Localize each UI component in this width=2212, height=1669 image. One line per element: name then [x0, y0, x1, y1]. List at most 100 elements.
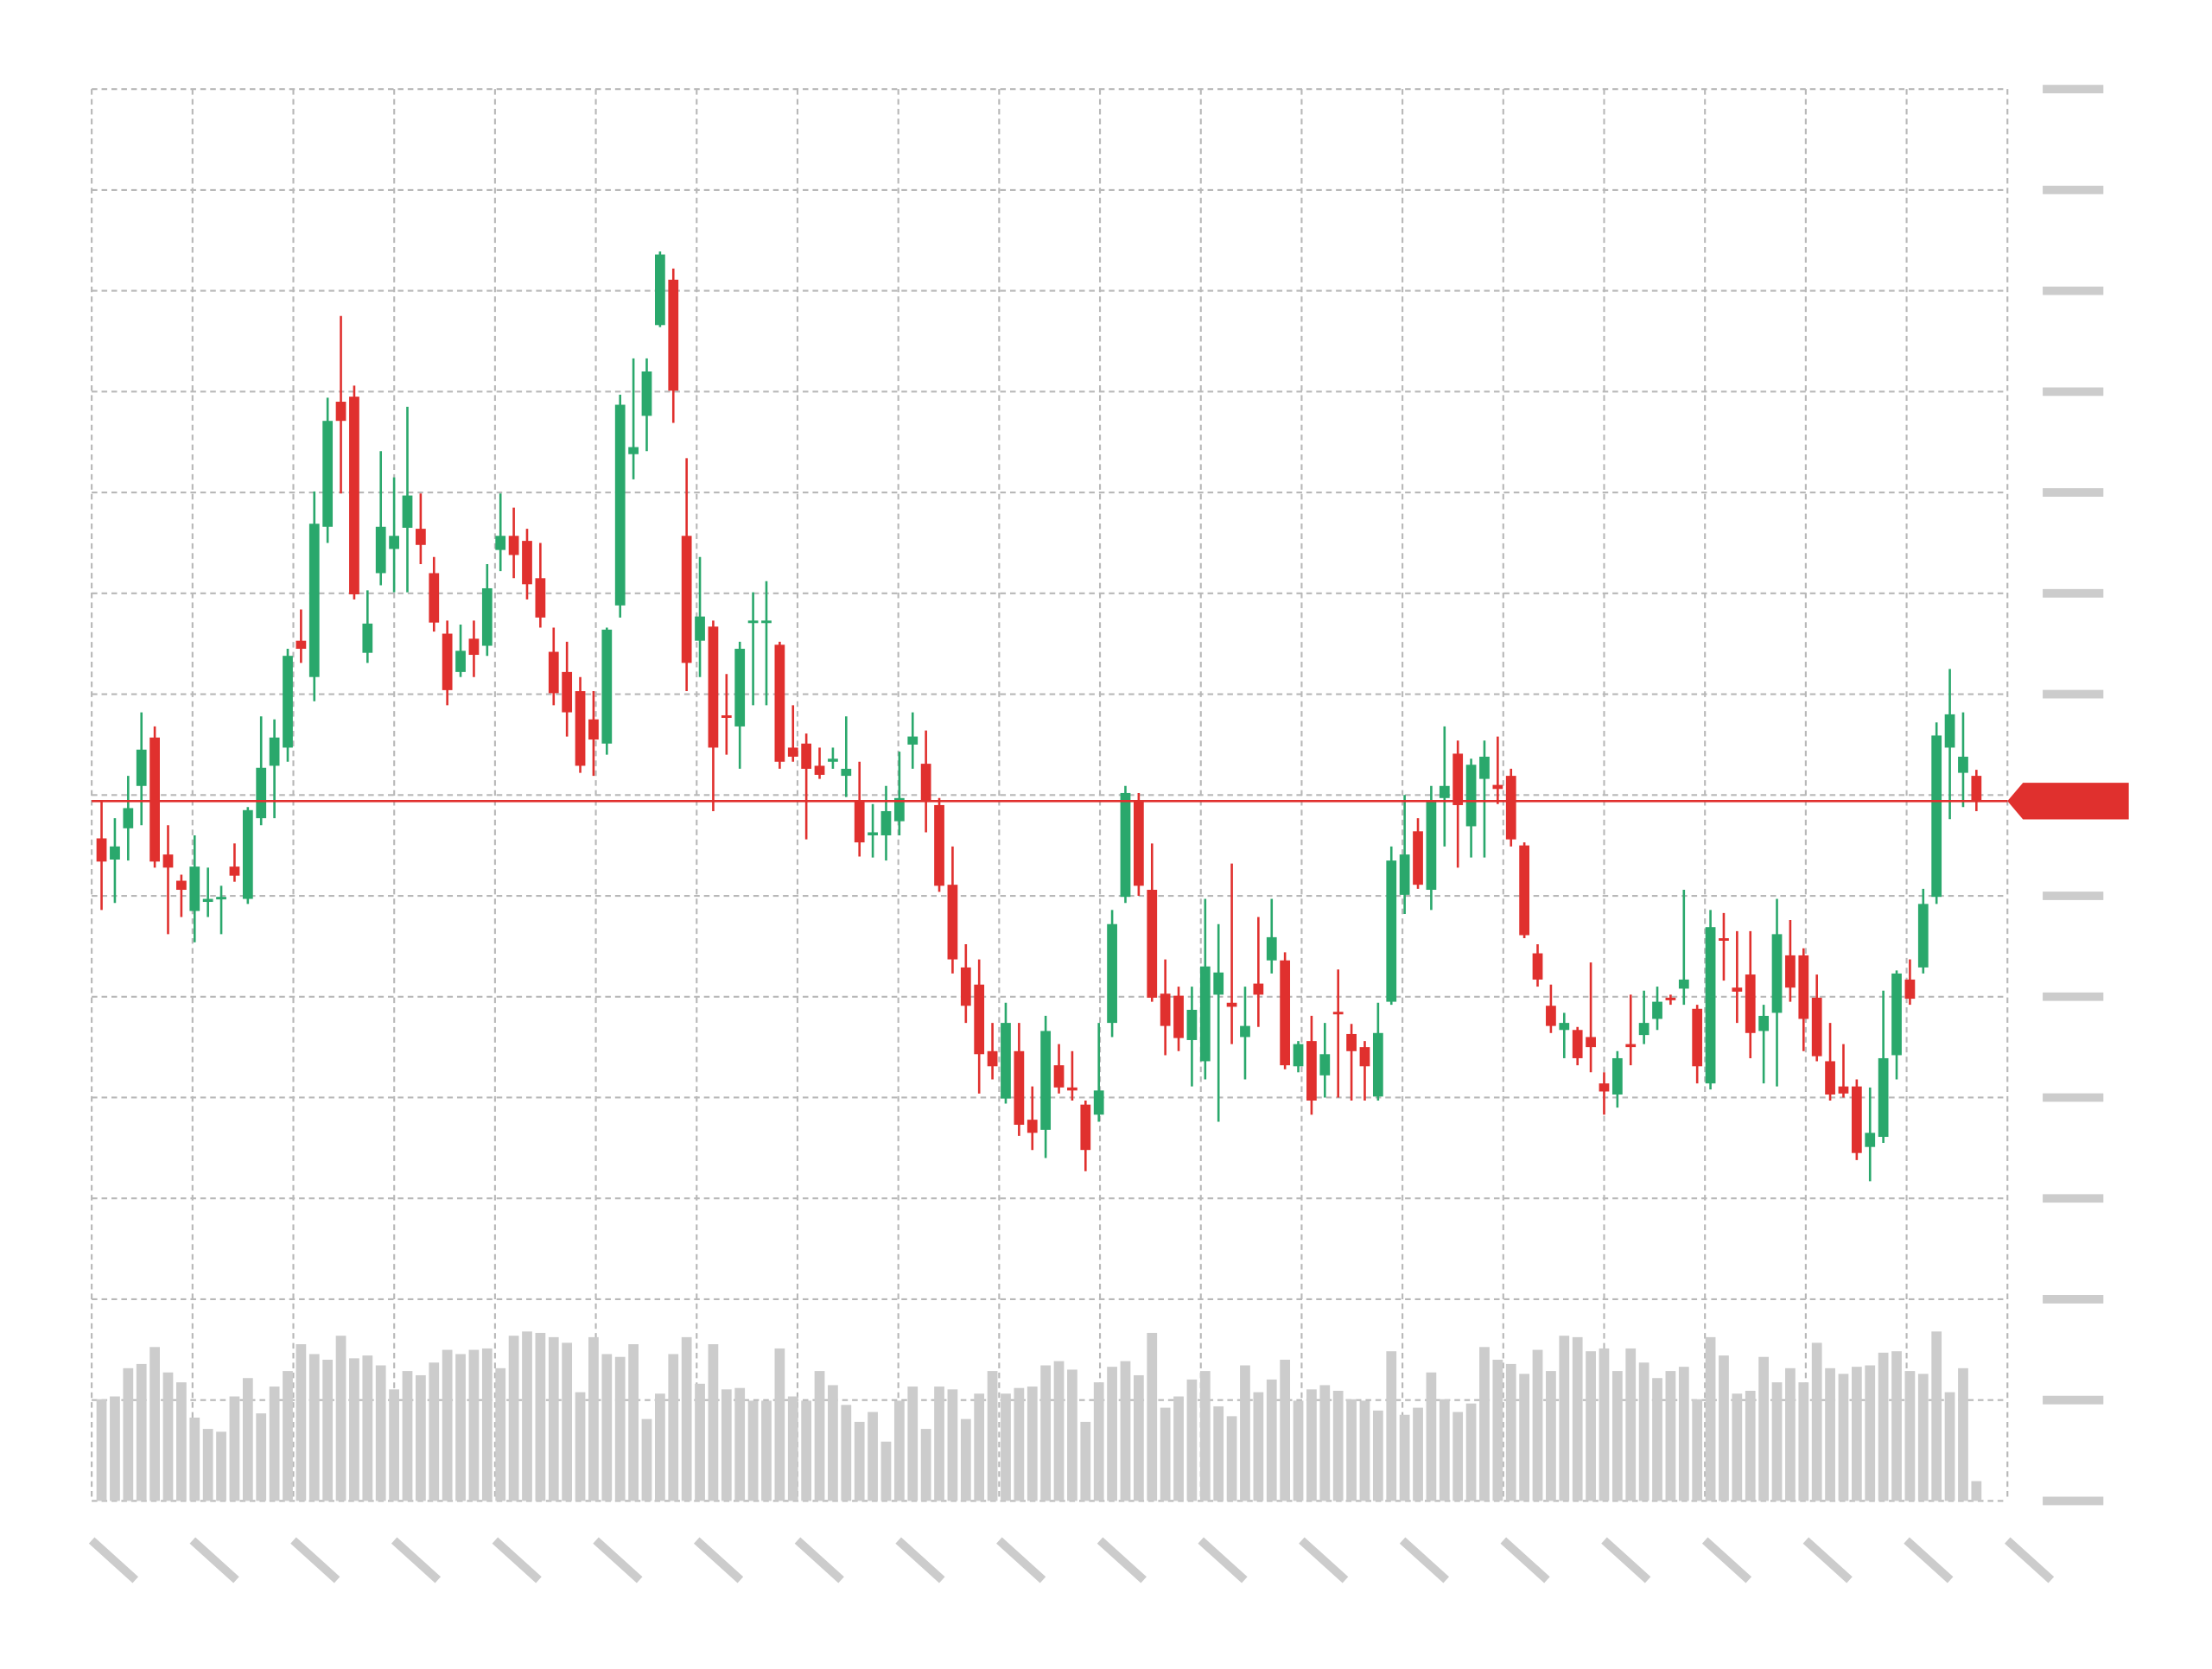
candle-body: [216, 897, 226, 900]
candle-body: [1958, 756, 1968, 773]
volume-bar: [1479, 1347, 1490, 1501]
candle-body: [1771, 934, 1783, 1013]
volume-bar: [162, 1372, 174, 1501]
volume-bar: [614, 1356, 626, 1501]
candle-body: [1426, 800, 1437, 891]
candle-body: [269, 737, 280, 766]
candle-body: [601, 629, 613, 744]
candle-body: [828, 758, 838, 762]
candle-body: [1107, 923, 1117, 1024]
volume-bar: [907, 1387, 918, 1501]
candle-body: [1240, 1025, 1250, 1038]
volume-bar: [1865, 1365, 1876, 1501]
volume-bar: [1266, 1379, 1277, 1501]
volume-bar: [1732, 1393, 1743, 1501]
candle-body: [189, 866, 200, 911]
candle-body: [1838, 1086, 1849, 1094]
candle-body: [96, 838, 107, 862]
candle-body: [1452, 753, 1464, 805]
volume-bar: [283, 1371, 293, 1501]
volume-bar: [1093, 1382, 1104, 1501]
volume-bar: [1492, 1360, 1503, 1501]
candle-body: [1413, 831, 1423, 885]
volume-bar: [1386, 1351, 1397, 1501]
candle-body: [162, 854, 174, 868]
candle-body: [416, 529, 426, 545]
candle-body: [668, 279, 679, 391]
volume-bar: [880, 1441, 892, 1501]
candle-body: [1611, 1057, 1623, 1095]
volume-bar: [1173, 1396, 1184, 1501]
volume-bar: [96, 1399, 107, 1501]
volume-bar: [495, 1368, 506, 1501]
volume-bar: [1253, 1392, 1264, 1501]
volume-bar: [1439, 1399, 1450, 1501]
candle-body: [1173, 995, 1184, 1038]
candle-body: [202, 898, 213, 903]
volume-bar: [1931, 1331, 1942, 1501]
volume-bar: [1745, 1390, 1756, 1501]
volume-bar: [893, 1400, 905, 1501]
volume-bar: [416, 1374, 426, 1501]
volume-bar: [920, 1429, 931, 1501]
volume-bar: [801, 1400, 812, 1501]
volume-bar: [429, 1362, 440, 1501]
candle-body: [868, 832, 878, 835]
volume-bar: [654, 1393, 665, 1501]
volume-bar: [1665, 1371, 1676, 1501]
volume-bar: [1758, 1356, 1770, 1501]
volume-bar: [189, 1418, 200, 1501]
candle-body: [1825, 1061, 1835, 1095]
volume-bar: [1240, 1365, 1250, 1501]
x-tick-placeholder: [693, 1537, 744, 1583]
volume-bar: [1160, 1407, 1171, 1501]
volume-bar: [854, 1421, 865, 1501]
candle-body: [1293, 1044, 1304, 1067]
volume-bar: [1505, 1363, 1516, 1501]
candle-body: [1027, 1120, 1038, 1133]
x-tick-placeholder: [88, 1537, 139, 1583]
volume-bar: [668, 1354, 679, 1501]
candle-body: [893, 797, 905, 822]
candle-body: [1811, 997, 1822, 1057]
candle-body: [1040, 1031, 1052, 1130]
volume-bar: [402, 1371, 413, 1501]
volume-bar: [1306, 1389, 1317, 1501]
volume-bar: [1692, 1399, 1703, 1501]
volume-bar: [1080, 1421, 1091, 1501]
candle-body: [974, 984, 985, 1055]
volume-bar: [1572, 1336, 1583, 1501]
candle-body: [1891, 973, 1902, 1056]
candle-body: [1319, 1054, 1331, 1076]
candle-body: [947, 885, 958, 960]
volume-bar: [1917, 1374, 1929, 1501]
volume-bar: [1465, 1403, 1477, 1501]
candle-body: [1199, 966, 1211, 1062]
volume-bar: [1532, 1349, 1543, 1501]
candle-body: [614, 404, 626, 606]
volume-bar: [308, 1354, 320, 1501]
candle-body: [176, 880, 187, 891]
volume-bar: [1652, 1378, 1662, 1501]
candle-body: [535, 578, 546, 618]
candle-body: [1745, 974, 1756, 1033]
candle-body: [1439, 785, 1450, 798]
candle-body: [1213, 972, 1224, 995]
candle-body: [1479, 756, 1490, 779]
candle-body: [375, 526, 386, 574]
x-tick-placeholder: [290, 1537, 340, 1583]
candle-body: [362, 623, 373, 653]
candle-body: [1014, 1050, 1025, 1126]
x-tick-placeholder: [189, 1537, 239, 1583]
x-tick-placeholder: [593, 1537, 643, 1583]
candle-body: [1705, 927, 1716, 1084]
volume-bar: [110, 1396, 120, 1501]
x-tick-placeholder: [391, 1537, 442, 1583]
volume-bar: [1413, 1407, 1423, 1501]
candle-body: [1133, 800, 1144, 886]
candle-body: [1001, 1023, 1011, 1099]
volume-bar: [1199, 1371, 1211, 1501]
x-tick-placeholder: [1096, 1537, 1147, 1583]
candle-body: [389, 536, 399, 549]
volume-bar: [708, 1344, 719, 1501]
